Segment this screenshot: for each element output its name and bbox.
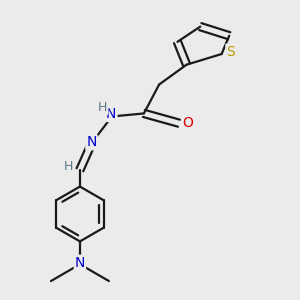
Text: N: N [86, 135, 97, 149]
Text: H: H [64, 160, 73, 173]
Text: O: O [183, 116, 194, 130]
Text: N: N [75, 256, 85, 270]
Text: H: H [98, 101, 107, 114]
Text: S: S [226, 45, 235, 58]
Text: N: N [106, 107, 116, 121]
